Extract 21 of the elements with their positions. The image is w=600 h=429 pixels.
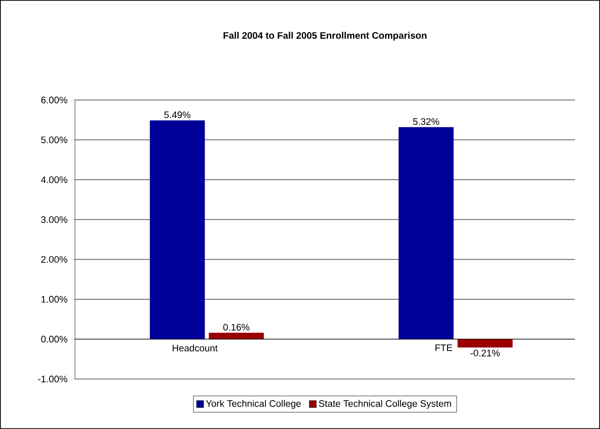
y-tick-label: 3.00% — [41, 216, 68, 223]
bar — [458, 339, 513, 348]
x-tick-label: Headcount — [172, 344, 218, 352]
x-tick-label: FTE — [435, 344, 452, 352]
data-label: -0.21% — [470, 350, 500, 356]
chart-title: Fall 2004 to Fall 2005 Enrollment Comparison — [224, 32, 426, 41]
legend-label: York Technical College — [206, 400, 301, 409]
y-tick-label: 1.00% — [42, 296, 68, 303]
y-tick-label: -1.00% — [38, 376, 68, 382]
y-tick-label: 2.00% — [41, 256, 68, 263]
data-label: 0.16% — [223, 324, 250, 331]
data-label: 5.49% — [164, 111, 190, 118]
y-tick-label: 5.00% — [41, 136, 68, 144]
bar — [398, 127, 454, 340]
y-tick-label: 4.00% — [41, 176, 68, 184]
bar — [150, 120, 205, 340]
legend-label: State Technical College System — [318, 400, 451, 409]
y-tick-label: 6.00% — [41, 96, 68, 104]
bar — [208, 332, 264, 340]
y-tick-label: 0.00% — [41, 336, 68, 342]
data-label: 5.32% — [413, 118, 440, 125]
